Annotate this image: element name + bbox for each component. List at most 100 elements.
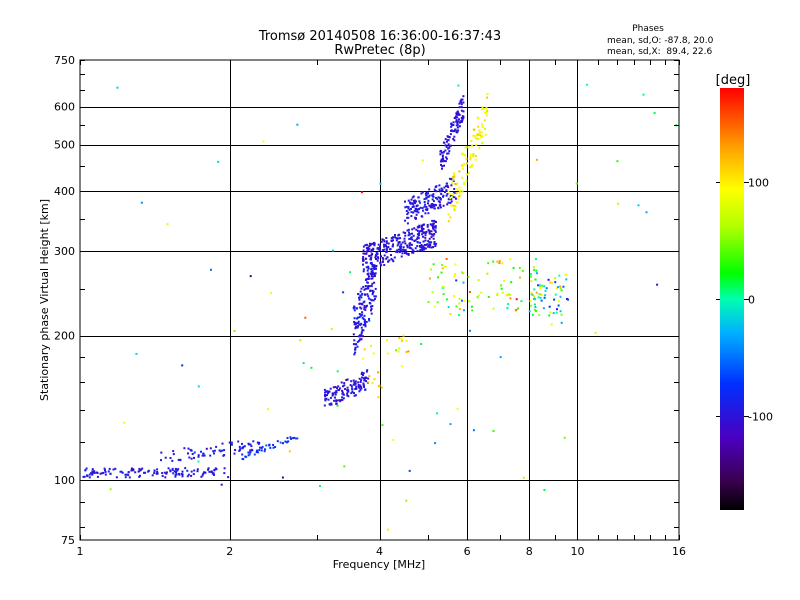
echo-point xyxy=(365,250,368,253)
echo-point xyxy=(535,269,538,272)
echo-point xyxy=(360,373,363,376)
echo-point xyxy=(475,143,478,146)
echo-point xyxy=(196,470,199,473)
echo-point xyxy=(501,291,504,294)
echo-point xyxy=(439,149,442,152)
echo-point xyxy=(288,450,291,453)
echo-point xyxy=(462,101,465,104)
echo-point xyxy=(450,196,453,198)
echo-point xyxy=(404,232,407,234)
echo-point xyxy=(443,164,445,167)
echo-point xyxy=(544,289,547,292)
echo-point xyxy=(342,397,345,400)
echo-point xyxy=(241,442,243,445)
echo-point xyxy=(358,386,361,389)
echo-point xyxy=(347,390,350,393)
echo-point xyxy=(529,275,532,278)
echo-point xyxy=(332,249,334,252)
colorbar-gradient xyxy=(720,88,744,510)
echo-point xyxy=(540,293,543,296)
chart-subtitle: RwPretec (8p) xyxy=(334,43,425,58)
echo-point xyxy=(442,150,445,153)
echo-point xyxy=(416,204,419,207)
echo-point xyxy=(249,449,252,452)
echo-point xyxy=(104,469,106,472)
echo-point xyxy=(442,141,445,144)
echo-point xyxy=(299,339,302,342)
echo-point xyxy=(357,335,360,338)
echo-point xyxy=(476,133,478,136)
echo-point xyxy=(362,256,365,258)
echo-point xyxy=(213,473,215,476)
echo-point xyxy=(171,459,174,462)
echo-point xyxy=(440,193,443,195)
echo-point xyxy=(351,387,354,390)
echo-point xyxy=(433,225,435,228)
echo-point xyxy=(469,153,472,156)
echo-point xyxy=(441,154,444,157)
echo-point xyxy=(367,267,370,270)
echo-point xyxy=(461,176,464,179)
echo-point xyxy=(177,458,180,461)
echo-point xyxy=(352,379,355,382)
echo-point xyxy=(468,291,471,293)
echo-point xyxy=(367,295,370,298)
echo-point xyxy=(362,372,365,375)
echo-point xyxy=(534,303,536,306)
echo-point xyxy=(416,245,419,248)
echo-point xyxy=(453,192,456,194)
echo-point xyxy=(449,195,452,198)
echo-point xyxy=(289,436,292,439)
echo-point xyxy=(367,278,370,280)
echo-point xyxy=(456,122,459,125)
echo-point xyxy=(249,451,252,454)
echo-point xyxy=(419,230,421,233)
echo-point xyxy=(222,454,225,457)
x-tick-label: 6 xyxy=(464,545,471,558)
echo-point xyxy=(362,257,364,260)
echo-point xyxy=(445,189,448,192)
echo-point xyxy=(329,387,332,390)
echo-point xyxy=(455,305,458,308)
echo-point xyxy=(422,235,425,238)
echo-point xyxy=(362,382,365,385)
echo-point xyxy=(324,398,327,401)
echo-point xyxy=(385,240,388,243)
echo-point xyxy=(383,243,385,246)
echo-point xyxy=(382,258,385,261)
echo-point xyxy=(412,211,415,214)
echo-point xyxy=(419,249,422,252)
echo-point xyxy=(448,144,451,147)
echo-point xyxy=(466,162,468,165)
echo-point xyxy=(385,242,388,245)
echo-point xyxy=(331,394,334,397)
echo-point xyxy=(449,204,452,207)
echo-point xyxy=(153,469,156,472)
echo-point xyxy=(153,472,156,474)
echo-point xyxy=(362,252,365,255)
echo-point xyxy=(449,201,452,204)
echo-point xyxy=(544,294,547,297)
echo-point xyxy=(366,369,369,372)
echo-point xyxy=(386,256,389,259)
echo-point xyxy=(470,164,473,167)
echo-point xyxy=(461,165,464,167)
echo-point xyxy=(363,293,366,296)
echo-point xyxy=(529,300,532,303)
echo-point xyxy=(388,259,391,262)
echo-point xyxy=(88,476,91,479)
echo-point xyxy=(160,451,163,454)
echo-point xyxy=(335,402,338,405)
echo-point xyxy=(352,307,355,310)
echo-point xyxy=(463,182,466,185)
echo-point xyxy=(350,392,353,395)
echo-point xyxy=(353,323,356,326)
echo-point xyxy=(367,287,369,290)
echo-point xyxy=(539,287,542,290)
echo-point xyxy=(459,100,462,103)
echo-point xyxy=(207,467,210,470)
echo-point xyxy=(616,160,619,163)
echo-point xyxy=(414,202,417,205)
echo-point xyxy=(594,331,597,334)
echo-point xyxy=(357,293,360,296)
